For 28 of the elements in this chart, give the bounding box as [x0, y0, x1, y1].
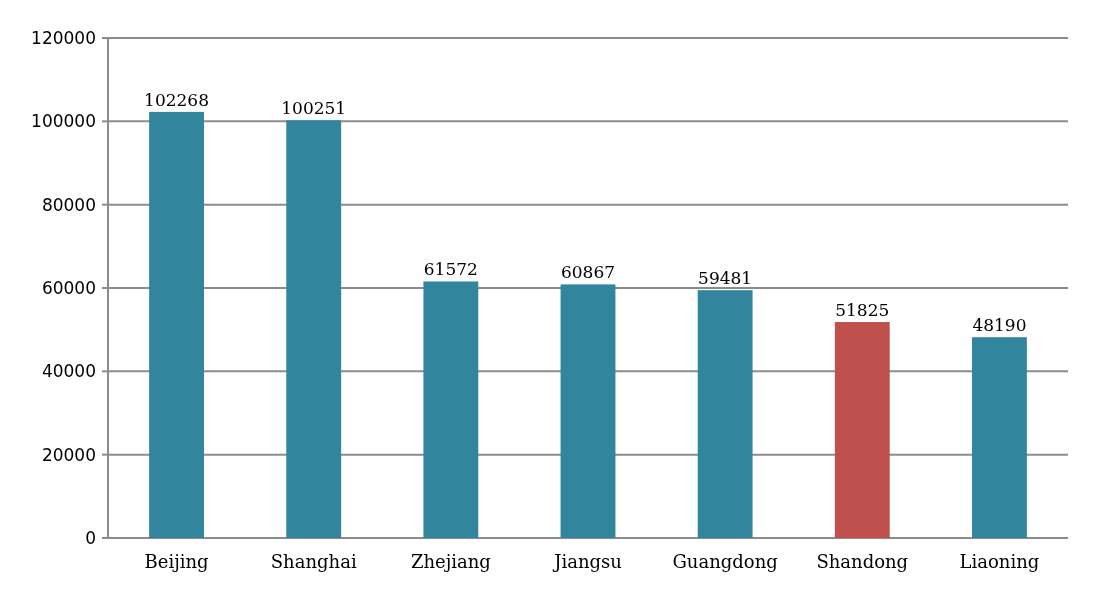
- x-tick-label: Guangdong: [672, 551, 778, 572]
- bar: [286, 120, 342, 538]
- y-tick-label: 40000: [41, 361, 96, 382]
- x-tick-label: Shanghai: [270, 551, 357, 572]
- y-tick-label: 120000: [31, 27, 96, 48]
- data-label: 59481: [698, 268, 753, 289]
- data-label: 61572: [423, 259, 478, 280]
- x-tick-label: Jiangsu: [552, 551, 622, 572]
- data-label: 51825: [835, 300, 890, 321]
- bar: [560, 284, 616, 538]
- data-label: 100251: [281, 98, 347, 119]
- y-tick-label: 0: [85, 527, 96, 548]
- x-tick-label: Beijing: [144, 551, 209, 572]
- bar: [423, 281, 479, 538]
- y-tick-label: 20000: [41, 444, 96, 465]
- data-label: 102268: [144, 89, 210, 110]
- data-label: 60867: [560, 262, 616, 283]
- y-tick-label: 80000: [41, 194, 96, 215]
- bar: [149, 111, 204, 538]
- x-tick-label: Liaoning: [959, 551, 1040, 572]
- x-tick-label: Zhejiang: [410, 551, 491, 572]
- data-label: 48190: [972, 315, 1027, 336]
- x-tick-label: Shandong: [816, 551, 909, 572]
- y-tick-label: 60000: [41, 277, 96, 298]
- y-tick-label: 100000: [31, 111, 96, 132]
- bar: [972, 337, 1027, 538]
- bar: [697, 290, 753, 538]
- bar: [834, 322, 890, 538]
